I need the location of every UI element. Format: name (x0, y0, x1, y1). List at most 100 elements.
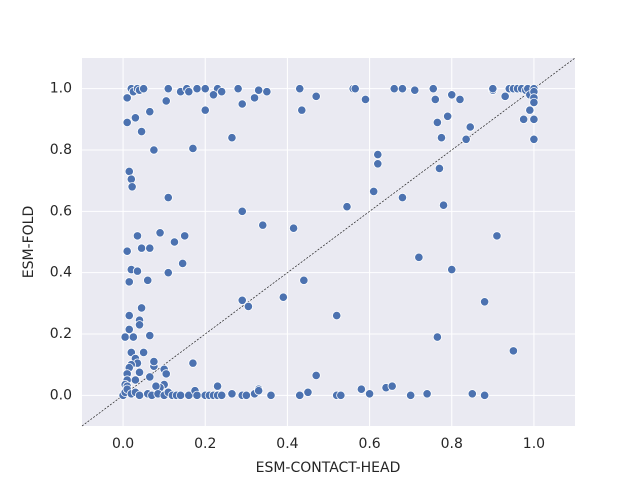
point (410, 85, 420, 95)
point (356, 384, 366, 394)
point (132, 231, 143, 241)
point (525, 105, 535, 115)
point (217, 87, 227, 97)
point (188, 143, 198, 154)
y-tick-label: 0.6 (50, 203, 72, 219)
point (332, 310, 342, 321)
point (163, 84, 173, 94)
point (428, 84, 438, 94)
point (192, 84, 202, 94)
point (188, 358, 198, 368)
point (258, 220, 268, 230)
point (134, 367, 145, 377)
diagonal-line (81, 57, 576, 427)
point (461, 134, 471, 144)
point (492, 231, 502, 241)
point (139, 347, 149, 357)
point (397, 192, 408, 203)
point (436, 133, 447, 143)
point (480, 390, 490, 400)
point (488, 84, 498, 94)
point (447, 90, 457, 100)
point (432, 117, 442, 128)
point (389, 84, 399, 94)
point (212, 381, 223, 391)
point (155, 228, 165, 238)
point (480, 297, 490, 307)
point (369, 186, 379, 196)
point (134, 390, 145, 400)
point (297, 105, 307, 115)
point (161, 369, 171, 379)
point (200, 84, 210, 94)
x-tick-label: 0.0 (112, 436, 134, 452)
y-axis-label: ESM-FOLD (21, 206, 37, 279)
point (120, 332, 130, 342)
point (336, 390, 346, 400)
x-tick-label: 0.4 (276, 436, 298, 452)
point (217, 390, 227, 400)
point (149, 356, 159, 367)
point (208, 90, 219, 100)
point (443, 111, 453, 121)
point (134, 320, 145, 330)
point (124, 310, 134, 321)
point (406, 390, 416, 400)
point (397, 84, 408, 94)
point (373, 159, 383, 169)
point (295, 84, 305, 94)
x-axis-label: ESM-CONTACT-HEAD (256, 460, 401, 476)
point (178, 258, 188, 269)
point (149, 145, 159, 155)
point (529, 114, 539, 124)
point (266, 390, 276, 400)
point (184, 87, 194, 97)
point (136, 127, 147, 137)
point (169, 237, 180, 247)
point (465, 122, 475, 132)
y-tick-label: 0.4 (50, 265, 72, 281)
point (139, 84, 149, 94)
point (342, 202, 352, 212)
y-tick-label: 1.0 (50, 81, 72, 97)
point (262, 87, 272, 97)
point (430, 94, 440, 105)
point (303, 387, 313, 397)
y-tick-label: 0.8 (50, 142, 72, 158)
point (414, 252, 424, 262)
point (151, 381, 161, 391)
point (233, 84, 243, 94)
point (364, 389, 375, 399)
point (237, 206, 247, 216)
point (163, 192, 173, 203)
point (161, 96, 171, 106)
point (192, 390, 202, 400)
point (387, 381, 397, 391)
point (254, 386, 264, 396)
point (432, 332, 442, 342)
point (200, 105, 210, 115)
point (145, 330, 155, 341)
point (350, 84, 360, 94)
point (529, 134, 539, 144)
point (360, 94, 371, 105)
point (126, 174, 136, 184)
point (176, 390, 186, 400)
point (143, 275, 153, 285)
y-tick-label: 0.2 (50, 326, 72, 342)
point (243, 301, 253, 311)
y-tick-label: 0.0 (50, 387, 72, 403)
point (311, 370, 321, 380)
x-tick-label: 0.8 (441, 436, 463, 452)
point (145, 243, 155, 253)
point (130, 113, 141, 123)
point (227, 389, 237, 399)
point (500, 91, 510, 101)
point (122, 117, 132, 128)
point (127, 182, 137, 192)
point (295, 390, 305, 400)
point (455, 94, 465, 105)
point (136, 243, 147, 253)
point (529, 97, 539, 108)
